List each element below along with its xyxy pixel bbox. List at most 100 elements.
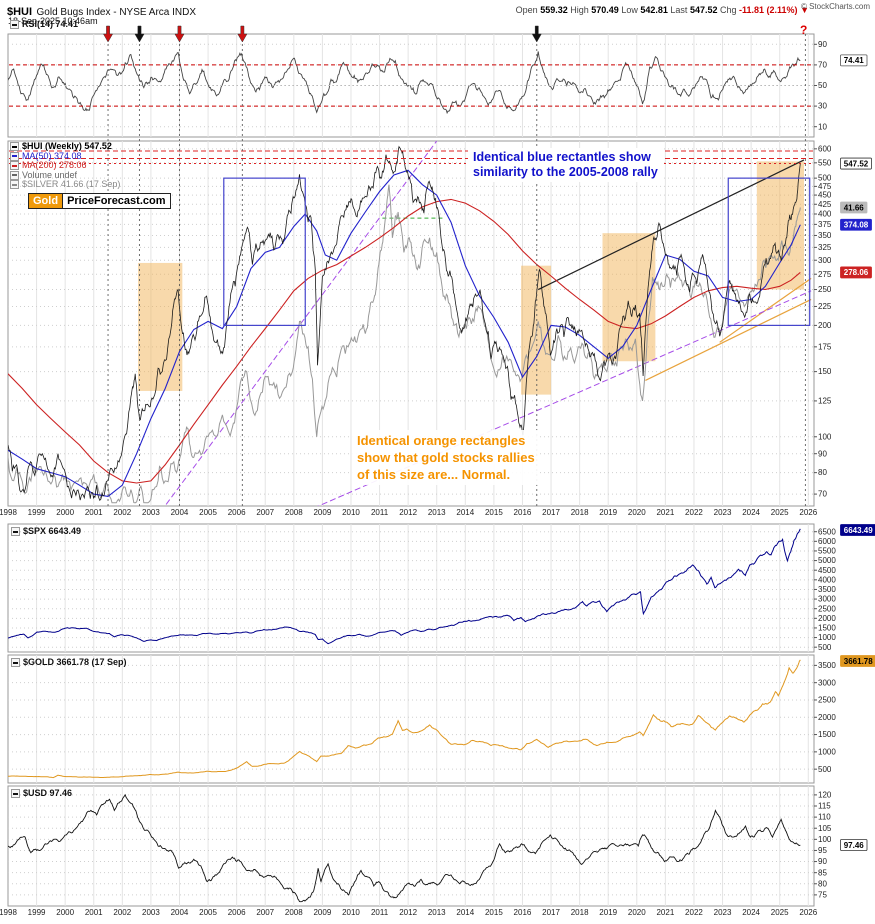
main-price-label: 41.66 <box>844 203 865 212</box>
usd-ytick-label: 95 <box>818 846 827 855</box>
x-axis-year-label: 2021 <box>656 508 675 517</box>
x-axis-year-label: 2012 <box>399 908 418 917</box>
main-ytick-label: 600 <box>818 144 832 153</box>
x-axis-year-label: 2016 <box>513 508 532 517</box>
spx-plot-area[interactable] <box>7 523 815 653</box>
usd-panel: 120 115 110 105 100 95 90 85 80 75 97.46 <box>7 785 868 907</box>
spx-price-label-box <box>840 524 875 536</box>
usd-ytick-label: 110 <box>818 813 831 822</box>
gold-price-label: 3661.78 <box>844 657 873 666</box>
gold-plot-area[interactable] <box>7 654 815 784</box>
x-axis-year-label: 2017 <box>542 508 560 517</box>
spx-ytick-label: 6500 <box>818 527 836 536</box>
gold-ytick-label: 500 <box>818 765 832 774</box>
x-axis-year-label: 2003 <box>142 508 160 517</box>
spx-ytick-label: 6000 <box>818 537 836 546</box>
x-axis-year-label: 2015 <box>484 908 503 917</box>
x-axis-year-label: 2010 <box>342 508 360 517</box>
x-axis-year-label: 2019 <box>599 908 618 917</box>
main-ytick-label: 400 <box>818 210 832 219</box>
rsi-plot-area[interactable] <box>7 33 815 138</box>
logo-rest-text: PriceForecast.com <box>63 193 171 209</box>
orange-annotation: Identical orange rectangles show that go… <box>352 430 540 485</box>
x-axis-year-label: 2006 <box>227 508 246 517</box>
legend-item: $USD 97.46 <box>11 788 73 799</box>
spx-gridlines: 6500600055005000450040003500300025002000… <box>8 524 836 652</box>
rsi-series-line <box>8 51 801 115</box>
usd-series-line <box>8 793 801 903</box>
x-axis-year-label: 2013 <box>427 508 446 517</box>
blue-annotation-line1: Identical blue rectantles show <box>473 150 651 164</box>
legend-item: $SPX 6643.49 <box>11 526 81 537</box>
usd-legend: $USD 97.46 <box>11 788 73 799</box>
x-axis-year-label: 1999 <box>27 508 46 517</box>
x-axis-year-label: 2026 <box>799 508 818 517</box>
usd-ytick-label: 85 <box>818 868 827 877</box>
main-legend: $HUI (Weekly) 547.52 MA(50) 374.08 MA(200)… <box>10 141 121 190</box>
x-axis-year-label: 2024 <box>742 508 760 517</box>
spx-ytick-label: 2000 <box>818 614 836 623</box>
legend-item: MA(200) 278.06 <box>10 160 120 171</box>
annotation-arrow-icon <box>174 25 185 43</box>
main-ytick-label: 500 <box>818 174 832 183</box>
x-axis-year-label: 2002 <box>113 908 132 917</box>
gold-series-line <box>8 659 801 779</box>
x-axis-year-label: 2000 <box>56 908 75 917</box>
ma200-series-line <box>8 198 801 484</box>
spx-ytick-label: 500 <box>818 643 832 652</box>
rsi-ytick-label: 90 <box>818 40 827 49</box>
rsi-price-label: 74.41 <box>844 56 865 65</box>
legend-series-icon <box>11 789 20 799</box>
x-axis-year-label: 2001 <box>84 508 103 517</box>
gold-legend: $GOLD 3661.78 (17 Sep) <box>11 657 127 668</box>
x-axis-year-label: 2007 <box>256 508 275 517</box>
legend-item-label: $USD 97.46 <box>23 788 73 798</box>
main-ytick-label: 150 <box>818 367 832 376</box>
x-axis-year-label: 2023 <box>713 508 732 517</box>
gold-ytick-label: 1000 <box>818 747 836 756</box>
x-axis-year-label: 2005 <box>199 508 217 517</box>
quote-summary: Open 559.32 High 570.49 Low 542.81 Last … <box>516 5 809 15</box>
open-value: 559.32 <box>540 5 568 15</box>
legend-item: Volume undef <box>10 170 120 181</box>
high-label: High <box>570 5 589 15</box>
legend-item-label: RSI(14) 74.41 <box>22 19 79 29</box>
main-ytick-label: 275 <box>818 270 832 279</box>
trendline <box>719 277 812 343</box>
symbol-title: $HUI Gold Bugs Index - NYSE Arca INDX <box>7 2 196 20</box>
spx-legend: $SPX 6643.49 <box>11 526 81 537</box>
x-axis-year-label: 2018 <box>570 508 589 517</box>
spx-series-line <box>8 528 801 645</box>
orange-annotation-line2: show that gold stocks rallies <box>357 450 535 465</box>
main-price-label-box <box>840 157 872 170</box>
usd-plot-area[interactable] <box>7 785 815 907</box>
gold-ytick-label: 2000 <box>818 713 836 722</box>
gold-panel: 3500 3000 2500 2000 1500 1000 500 3661.78 <box>7 654 875 784</box>
x-axis-year-label: 2014 <box>456 508 475 517</box>
legend-item: $GOLD 3661.78 (17 Sep) <box>11 657 127 668</box>
main-ytick-label: 225 <box>818 302 832 311</box>
gold-gridlines: 3500 3000 2500 2000 1500 1000 500 <box>8 655 836 783</box>
rsi-legend: RSI(14) 74.41 <box>10 19 79 30</box>
usd-ytick-label: 120 <box>818 790 832 799</box>
rsi-ytick-label: 70 <box>818 61 827 70</box>
highlight-box-orange <box>138 262 183 391</box>
x-axis-year-label: 2009 <box>313 508 332 517</box>
main-ytick-label: 90 <box>818 449 827 458</box>
main-ytick-label: 425 <box>818 200 832 209</box>
main-price-label: 278.06 <box>844 268 869 277</box>
rsi-ytick-label: 50 <box>818 81 827 90</box>
rsi-ytick-label: 30 <box>818 102 827 111</box>
highlight-box-blue <box>223 177 306 326</box>
main-price-label-box <box>840 218 872 231</box>
x-axis-year-label: 2005 <box>199 908 217 917</box>
spx-ytick-label: 3000 <box>818 595 836 604</box>
logo-gold-text: Gold <box>28 193 64 209</box>
chg-value: -11.81 (2.11%) <box>739 5 798 15</box>
silver-series-line <box>8 184 801 504</box>
x-axis-year-label: 1998 <box>0 508 17 517</box>
x-axis-year-label: 2017 <box>542 908 560 917</box>
legend-item-label: $SILVER 41.66 (17 Sep) <box>22 179 121 189</box>
main-price-label: 547.52 <box>844 159 869 168</box>
legend-series-icon <box>10 151 19 161</box>
